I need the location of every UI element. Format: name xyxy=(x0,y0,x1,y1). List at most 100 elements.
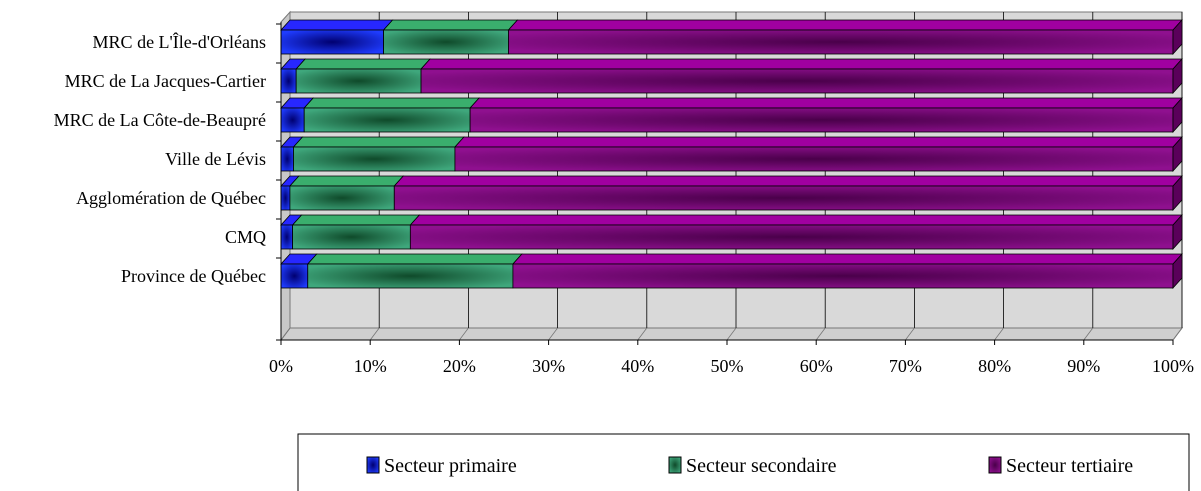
bar-segment xyxy=(409,213,1183,251)
legend: Secteur primaire Secteur secondaire Sect… xyxy=(297,433,1190,491)
bar-side-face xyxy=(1172,174,1183,212)
bar-top-face xyxy=(393,175,1183,187)
bar-top-face xyxy=(306,253,523,265)
bar-side-face xyxy=(1172,252,1183,290)
bar-front-face xyxy=(293,146,456,172)
bar-front-face xyxy=(280,146,294,172)
bar-front-face xyxy=(289,185,395,211)
x-tick-label: 10% xyxy=(354,356,387,376)
legend-box xyxy=(297,433,1190,491)
legend-label-tertiaire: Secteur tertiaire xyxy=(1006,455,1133,477)
bar-segment xyxy=(306,253,523,289)
x-tick-label: 80% xyxy=(978,356,1011,376)
bar-segment xyxy=(280,97,315,133)
bar-top-face xyxy=(295,58,431,70)
y-axis-categories: MRC de L'Île-d'Orléans MRC de La Jacques-… xyxy=(54,23,281,286)
bar-side-face xyxy=(1172,213,1183,251)
bar-front-face xyxy=(512,263,1174,289)
bar-segment xyxy=(393,174,1183,212)
category-label: CMQ xyxy=(225,227,266,247)
bar-front-face xyxy=(307,263,514,289)
floor-gridline xyxy=(1083,327,1094,341)
bar-top-face xyxy=(420,58,1183,70)
bar-top-face xyxy=(291,214,421,226)
legend-label-primaire: Secteur primaire xyxy=(384,455,517,477)
bar-top-face xyxy=(292,136,465,148)
floor-gridline xyxy=(815,327,826,341)
category-label: MRC de La Jacques-Cartier xyxy=(65,71,266,91)
category-label: Agglomération de Québec xyxy=(76,188,266,208)
x-tick-label: 100% xyxy=(1152,356,1194,376)
x-tick-label: 60% xyxy=(800,356,833,376)
bar-segment xyxy=(291,214,421,250)
category-label: Ville de Lévis xyxy=(165,149,266,169)
x-tick-label: 20% xyxy=(443,356,476,376)
x-tick-label: 90% xyxy=(1067,356,1100,376)
bar-segment xyxy=(512,252,1183,290)
plot-area: 0% 10% 20% 30% 40% 50% 60% 70% 80% 90% 100% MRC de… xyxy=(54,10,1194,376)
bars xyxy=(280,18,1183,290)
floor-gridline xyxy=(369,327,380,341)
category-label: MRC de L'Île-d'Orléans xyxy=(93,31,266,52)
legend-swatch-secondaire xyxy=(668,456,682,474)
bar-side-face xyxy=(1172,135,1183,173)
bar-top-face xyxy=(454,136,1183,148)
x-tick-label: 40% xyxy=(621,356,654,376)
bar-segment xyxy=(507,18,1183,56)
bar-front-face xyxy=(280,68,297,94)
floor-gridline xyxy=(548,327,558,341)
bar-top-face xyxy=(507,19,1183,31)
bar-front-face xyxy=(280,107,305,133)
legend-item-tertiaire: Secteur tertiaire xyxy=(988,455,1133,477)
x-axis-ticks: 0% 10% 20% 30% 40% 50% 60% 70% 80% 90% 100% xyxy=(269,340,1194,376)
bar-front-face xyxy=(295,68,422,94)
floor-gridline xyxy=(280,327,291,341)
bar-top-face xyxy=(382,19,519,31)
bar-front-face xyxy=(469,107,1174,133)
bar-segment xyxy=(469,96,1183,134)
bar-segment xyxy=(295,58,431,94)
bar-segment xyxy=(420,57,1183,95)
bar-front-face xyxy=(303,107,471,133)
legend-item-primaire: Secteur primaire xyxy=(366,455,517,477)
category-label: MRC de La Côte-de-Beaupré xyxy=(54,110,266,130)
floor-gridline xyxy=(726,327,737,341)
bar-segment xyxy=(280,136,304,172)
bar-front-face xyxy=(280,263,309,289)
bar-segment xyxy=(303,97,481,133)
bar-segment xyxy=(382,19,519,55)
bar-top-face xyxy=(512,253,1183,265)
bar-side-face xyxy=(1172,96,1183,134)
floor-gridline xyxy=(459,327,469,341)
bar-front-face xyxy=(292,224,411,250)
bar-front-face xyxy=(280,29,384,55)
bar-front-face xyxy=(508,29,1174,55)
bar-front-face xyxy=(420,68,1174,94)
floor-gridline xyxy=(905,327,915,341)
bar-front-face xyxy=(280,224,293,250)
x-tick-label: 30% xyxy=(532,356,565,376)
legend-swatch-primaire xyxy=(366,456,380,474)
bar-segment xyxy=(280,19,394,55)
legend-swatch-tertiaire xyxy=(988,456,1002,474)
bar-segment xyxy=(292,136,465,172)
x-tick-label: 70% xyxy=(889,356,922,376)
floor-gridline xyxy=(994,327,1004,341)
category-label: Province de Québec xyxy=(121,266,266,286)
legend-label-secondaire: Secteur secondaire xyxy=(686,455,837,477)
bar-side-face xyxy=(1172,57,1183,95)
bar-top-face xyxy=(409,214,1183,226)
bar-front-face xyxy=(454,146,1174,172)
x-tick-label: 0% xyxy=(269,356,293,376)
bar-segment xyxy=(289,175,405,211)
bar-front-face xyxy=(383,29,509,55)
bar-top-face xyxy=(303,97,481,109)
bar-top-face xyxy=(469,97,1183,109)
bar-top-face xyxy=(289,175,405,187)
bar-front-face xyxy=(409,224,1174,250)
floor-gridline xyxy=(637,327,648,341)
bar-front-face xyxy=(280,185,291,211)
floor-gridline xyxy=(1172,327,1183,341)
legend-item-secondaire: Secteur secondaire xyxy=(668,455,837,477)
bar-side-face xyxy=(1172,18,1183,56)
